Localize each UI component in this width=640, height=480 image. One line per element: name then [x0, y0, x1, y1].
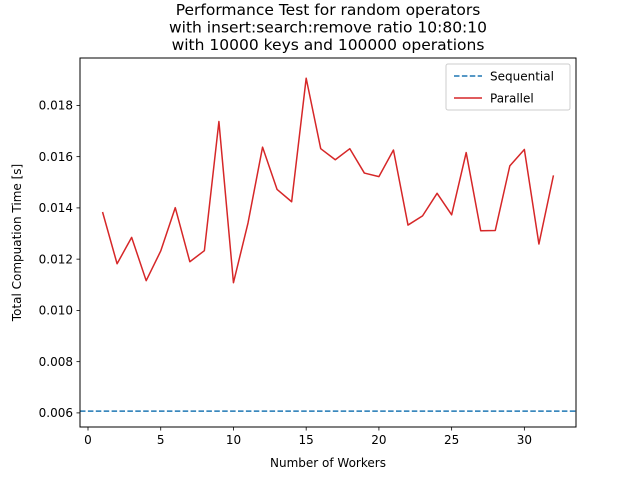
y-axis: 0.006 0.008 0.010 0.012 0.014 0.016 0.018: [39, 99, 80, 420]
x-tick-label: 15: [299, 433, 314, 447]
parallel-line: [101, 77, 555, 284]
y-tick-label: 0.018: [39, 99, 73, 113]
y-tick-label: 0.010: [39, 304, 73, 318]
x-tick-label: 30: [517, 433, 532, 447]
plot-area: [80, 58, 576, 427]
y-tick-label: 0.014: [39, 201, 73, 215]
legend-label-parallel: Parallel: [490, 92, 534, 106]
axes-frame: [79, 57, 577, 428]
y-tick-label: 0.012: [39, 252, 73, 266]
chart-title-line-1: Performance Test for random operators: [176, 1, 481, 19]
x-tick-label: 5: [157, 433, 165, 447]
y-axis-label: Total Compuation Time [s]: [10, 164, 24, 322]
chart-title-line-2: with insert:search:remove ratio 10:80:10: [169, 19, 487, 37]
x-tick-label: 25: [444, 433, 459, 447]
chart-title: Performance Test for random operators wi…: [169, 1, 487, 54]
legend: Sequential Parallel: [445, 63, 571, 111]
y-tick-label: 0.008: [39, 355, 73, 369]
x-tick-label: 0: [84, 433, 92, 447]
chart-title-line-3: with 10000 keys and 100000 operations: [172, 36, 485, 54]
series-layer: [80, 77, 576, 412]
y-tick-label: 0.016: [39, 150, 73, 164]
y-tick-label: 0.006: [39, 406, 73, 420]
x-tick-label: 10: [226, 433, 241, 447]
x-axis-label: Number of Workers: [270, 456, 386, 470]
x-axis: 0 5 10 15 20 25 30: [84, 427, 532, 447]
legend-label-sequential: Sequential: [490, 70, 554, 84]
x-tick-label: 20: [371, 433, 386, 447]
